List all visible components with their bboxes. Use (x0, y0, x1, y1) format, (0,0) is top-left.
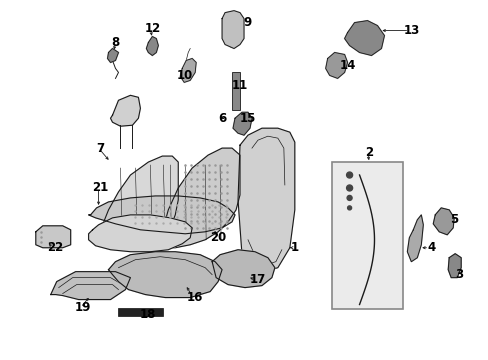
Polygon shape (88, 196, 235, 234)
Text: 10: 10 (177, 69, 193, 82)
Bar (232, 72, 240, 110)
Polygon shape (108, 252, 222, 298)
Text: 2: 2 (365, 145, 373, 159)
Text: 18: 18 (140, 308, 156, 321)
Text: 13: 13 (403, 24, 419, 37)
Polygon shape (222, 11, 244, 49)
Text: 17: 17 (249, 273, 265, 286)
Polygon shape (325, 53, 347, 78)
Polygon shape (344, 21, 384, 55)
Circle shape (346, 195, 351, 201)
Text: 1: 1 (290, 241, 298, 254)
Text: 19: 19 (74, 301, 91, 314)
Bar (118, 307, 163, 316)
Polygon shape (88, 215, 192, 252)
Polygon shape (432, 208, 453, 235)
Polygon shape (51, 272, 130, 300)
Polygon shape (233, 112, 251, 135)
Text: 12: 12 (144, 22, 160, 35)
Bar (331, 162, 403, 310)
Text: 15: 15 (239, 112, 256, 125)
Polygon shape (36, 226, 71, 248)
Polygon shape (107, 49, 118, 62)
Polygon shape (180, 58, 196, 82)
Circle shape (346, 172, 352, 178)
Text: 4: 4 (427, 241, 434, 254)
Circle shape (347, 206, 351, 210)
Text: 7: 7 (96, 141, 104, 155)
Text: 21: 21 (92, 181, 108, 194)
Text: 11: 11 (231, 79, 247, 92)
Text: 20: 20 (209, 231, 226, 244)
Polygon shape (146, 37, 158, 55)
Text: 5: 5 (449, 213, 457, 226)
Text: 9: 9 (244, 16, 252, 29)
Polygon shape (95, 156, 178, 248)
Polygon shape (407, 215, 423, 262)
Text: 6: 6 (218, 112, 226, 125)
Text: 22: 22 (47, 241, 64, 254)
Circle shape (346, 185, 352, 191)
Text: 8: 8 (111, 36, 120, 49)
Polygon shape (158, 148, 240, 248)
Text: 16: 16 (186, 291, 203, 304)
Text: 14: 14 (339, 59, 355, 72)
Text: 3: 3 (454, 268, 462, 281)
Polygon shape (110, 95, 140, 126)
Polygon shape (212, 250, 274, 288)
Polygon shape (447, 254, 460, 278)
Polygon shape (238, 128, 294, 272)
